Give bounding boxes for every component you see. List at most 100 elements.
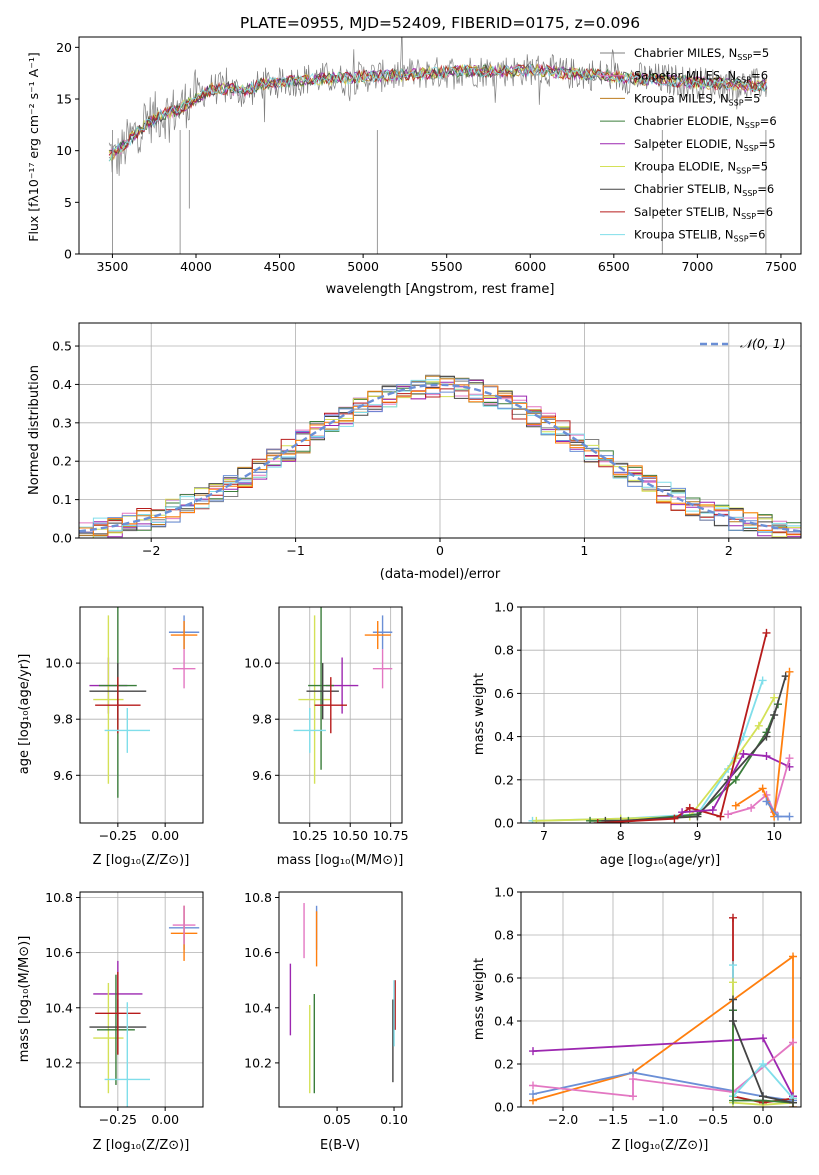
x-tick-label: −1 bbox=[286, 543, 304, 558]
y-tick-label: 10.6 bbox=[45, 945, 73, 960]
data-point bbox=[95, 677, 141, 734]
legend-suffix: =6 bbox=[751, 69, 768, 83]
legend-name: Kroupa MILES, N bbox=[634, 91, 729, 105]
legend-suffix: =6 bbox=[756, 205, 773, 219]
weight-marker bbox=[532, 816, 541, 823]
x-tick-label: 0.10 bbox=[380, 1112, 408, 1127]
x-tick-label: 8 bbox=[617, 828, 625, 843]
legend-label: Chabrier STELIB, NSSP=6 bbox=[634, 182, 774, 198]
age-vs-metallicity-panel: −0.25 0.00 9.6 9.8 10.0 Z [log₁₀(Z/Z⊙)] age … bbox=[17, 606, 204, 868]
weight-line bbox=[532, 1071, 794, 1102]
error-bars bbox=[89, 607, 200, 798]
weight-marker bbox=[693, 812, 702, 821]
weight-marker bbox=[770, 693, 779, 702]
x-tick-label: 0.05 bbox=[323, 1112, 351, 1127]
x-tick-label: 10.50 bbox=[332, 828, 368, 843]
weight-series bbox=[593, 628, 771, 823]
mwZ-xlabel: Z [log₁₀(Z/Z⊙)] bbox=[612, 1138, 709, 1153]
legend-name: Kroupa ELODIE, N bbox=[634, 160, 736, 174]
weight-marker bbox=[678, 808, 687, 817]
legend-sub: SSP bbox=[742, 189, 757, 198]
legend-suffix: =5 bbox=[751, 160, 768, 174]
y-tick-label: 0.0 bbox=[494, 816, 514, 831]
y-tick-label: 9.6 bbox=[252, 768, 272, 783]
axes-frame bbox=[278, 891, 403, 1108]
x-tick-label: 1 bbox=[580, 543, 588, 558]
weight-series bbox=[729, 995, 797, 1107]
legend-name: Salpeter STELIB, N bbox=[634, 205, 741, 219]
massweight-vs-age-panel: 7 8 9 10 0.0 0.2 0.4 0.6 0.8 1.0 age [log₁₀(age/y… bbox=[472, 600, 802, 868]
x-tick-label: −2.0 bbox=[548, 1112, 578, 1127]
weight-marker bbox=[770, 711, 779, 719]
ageZ-ylabel: age [log₁₀(age/yr)] bbox=[17, 654, 32, 775]
legend-sub: SSP bbox=[745, 121, 760, 130]
y-tick-label: 0.2 bbox=[52, 454, 72, 469]
weight-marker bbox=[729, 1017, 737, 1025]
legend-sub: SSP bbox=[741, 212, 756, 221]
data-point bbox=[308, 607, 335, 770]
weight-marker bbox=[729, 913, 737, 922]
legend-label: 𝒩(0, 1) bbox=[740, 336, 786, 351]
weight-marker bbox=[759, 1092, 767, 1101]
legend-suffix: =6 bbox=[749, 228, 766, 242]
weight-marker bbox=[708, 806, 717, 815]
x-tick-label: −0.5 bbox=[698, 1112, 728, 1127]
data-point bbox=[293, 707, 326, 753]
x-tick-label: 10.75 bbox=[373, 828, 409, 843]
x-tick-label: 6500 bbox=[598, 259, 630, 274]
y-tick-label: 0.0 bbox=[494, 1100, 514, 1115]
legend-sub: SSP bbox=[729, 98, 744, 107]
legend-suffix: =6 bbox=[757, 182, 774, 196]
legend-name: Kroupa STELIB, N bbox=[634, 228, 734, 242]
y-tick-label: 0.6 bbox=[494, 971, 514, 986]
weight-marker bbox=[747, 803, 756, 812]
weight-marker bbox=[758, 784, 767, 793]
x-tick-label: −1.0 bbox=[648, 1112, 678, 1127]
weight-marker bbox=[762, 797, 771, 806]
axes-frame bbox=[78, 322, 802, 539]
x-tick-label: 6000 bbox=[514, 259, 546, 274]
error-bars bbox=[89, 905, 200, 1107]
legend-name: Salpeter MILES, N bbox=[634, 69, 736, 83]
mwAge-xlabel: age [log₁₀(age/yr)] bbox=[600, 853, 721, 868]
data-point bbox=[172, 905, 196, 945]
legend-suffix: =6 bbox=[760, 114, 777, 128]
weight-marker bbox=[785, 754, 794, 763]
legend-sub: SSP bbox=[744, 144, 759, 153]
y-tick-label: 0.4 bbox=[494, 1014, 514, 1029]
weight-marker bbox=[762, 752, 771, 761]
legend-label: Salpeter STELIB, NSSP=6 bbox=[634, 205, 773, 221]
weight-marker bbox=[785, 667, 794, 676]
legend-label: Chabrier ELODIE, NSSP=6 bbox=[634, 114, 777, 130]
weight-series bbox=[601, 672, 790, 823]
legend-name: Chabrier STELIB, N bbox=[634, 182, 742, 196]
y-tick-label: 10.0 bbox=[244, 656, 272, 671]
legend-sub: SSP bbox=[734, 235, 749, 244]
model-line bbox=[108, 64, 768, 162]
x-tick-label: 0.0 bbox=[753, 1112, 773, 1127]
residuals-ylabel: Normed distribution bbox=[27, 365, 42, 495]
weight-marker bbox=[731, 775, 740, 784]
x-tick-label: 5500 bbox=[431, 259, 463, 274]
weight-marker bbox=[586, 816, 595, 823]
y-tick-label: 9.8 bbox=[252, 712, 272, 727]
axes-frame bbox=[79, 606, 204, 824]
legend-label: Kroupa STELIB, NSSP=6 bbox=[634, 228, 765, 244]
legend-label: Kroupa ELODIE, NSSP=5 bbox=[634, 160, 768, 176]
y-tick-label: 5 bbox=[64, 195, 72, 210]
x-tick-label: 7500 bbox=[765, 259, 797, 274]
legend-sub: SSP bbox=[737, 53, 752, 62]
y-tick-label: 0.8 bbox=[494, 928, 514, 943]
residuals-panel: −2 −1 0 1 2 0.0 0.1 0.2 0.3 0.4 0.5 𝒩(0, 1) (data-m… bbox=[27, 322, 802, 582]
legend-label: Salpeter ELODIE, NSSP=5 bbox=[634, 137, 776, 153]
weight-marker bbox=[629, 1075, 637, 1084]
weight-marker bbox=[729, 978, 737, 987]
mass-vs-reddening-panel: 0.05 0.10 10.2 10.4 10.6 10.8 E(B-V) bbox=[244, 890, 408, 1153]
spectrum-lines bbox=[108, 37, 768, 254]
legend-name: Chabrier MILES, N bbox=[634, 46, 737, 60]
data-point bbox=[104, 707, 151, 753]
x-tick-label: 2 bbox=[725, 543, 733, 558]
histograms bbox=[79, 374, 801, 538]
